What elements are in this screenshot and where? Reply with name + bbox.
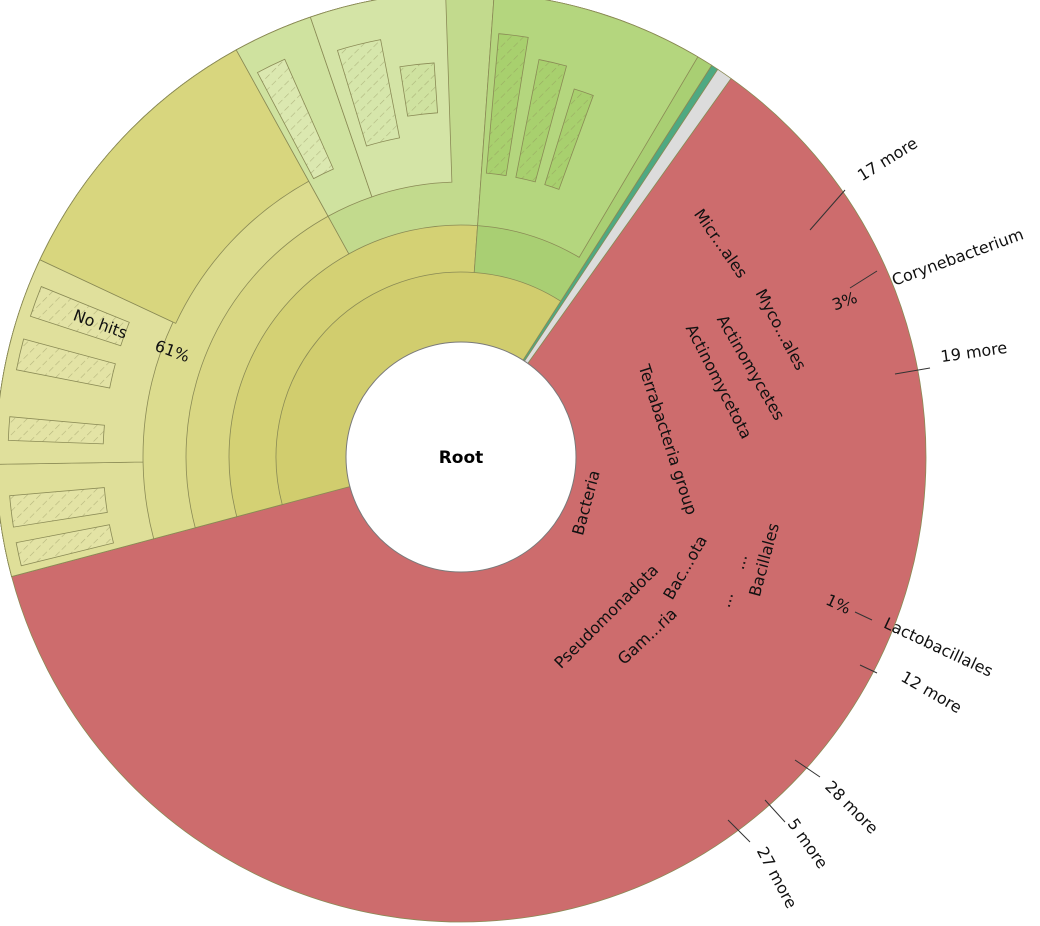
leader-lactobacillales: [854, 611, 873, 621]
leaf-strip-actino-2-hatch: [8, 416, 105, 444]
leaf-strip-lacto-1-hatch: [399, 62, 438, 117]
leaf-strip-actino-4-hatch: [30, 286, 130, 346]
leaf-strip-actino-3-hatch: [16, 338, 116, 389]
leader-lines: [727, 189, 931, 843]
leaf-strip-gamma-0-hatch: [486, 33, 529, 176]
label-5-more: 5 more: [784, 815, 832, 872]
leader-19-more: [894, 367, 931, 375]
label-bacillota-child-2: ...: [715, 590, 737, 610]
leader-17-more: [809, 189, 846, 231]
leaf-strip-bacillus-0-hatch: [257, 59, 334, 179]
label-17-more: 17 more: [854, 133, 921, 185]
leader-28-more: [794, 759, 821, 778]
root-label: Root: [439, 448, 484, 468]
label-corynebacterium: Corynebacterium: [889, 224, 1026, 289]
leader-12-more: [859, 664, 878, 674]
label-bacillota-child-1: ...: [729, 552, 751, 572]
leaf-strip-gamma-2-hatch: [544, 89, 594, 190]
wedge-gammaproteobacteria[interactable]: [477, 0, 699, 258]
leader-27-more: [727, 819, 751, 843]
wedge-small-grey[interactable]: [460, 68, 732, 458]
label-19-more: 19 more: [939, 338, 1008, 366]
sunburst-wedges: [0, 0, 927, 923]
label-lactobacillales: Lactobacillales: [881, 614, 996, 681]
label-28-more: 28 more: [821, 777, 882, 838]
leaf-strip-actino-1-hatch: [9, 487, 108, 528]
leaf-strip-gamma-1-hatch: [515, 59, 567, 182]
label-12-more: 12 more: [898, 667, 965, 717]
leader-corynebacterium: [849, 270, 878, 289]
leader-5-more: [764, 799, 786, 823]
leaf-strip-lacto-0-hatch: [337, 39, 400, 147]
root-node[interactable]: [345, 341, 577, 573]
label-27-more: 27 more: [753, 844, 801, 912]
leaf-strip-actino-0-hatch: [16, 524, 114, 566]
